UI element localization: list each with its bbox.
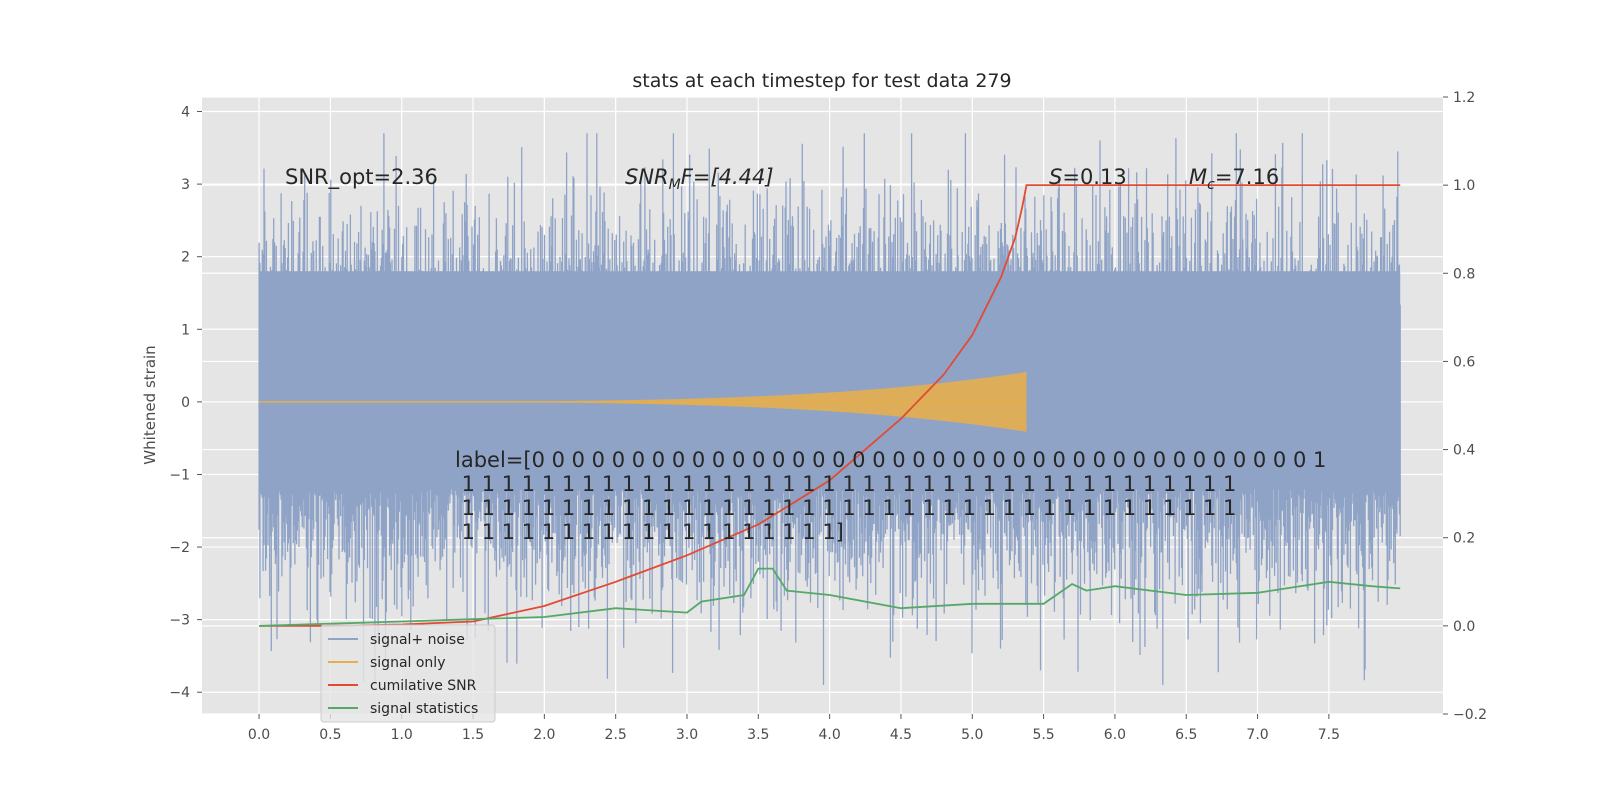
- legend: signal+ noise signal only cumilative SNR…: [320, 624, 496, 723]
- y-tick-label-right: −0.2: [1453, 707, 1487, 723]
- y-tick-label-left: 1: [181, 322, 190, 338]
- chart-title: stats at each timestep for test data 279: [632, 70, 1011, 92]
- y-tick-label-left: 4: [181, 105, 190, 121]
- x-tick-label: 5.0: [961, 727, 983, 743]
- x-tick-label: 1.0: [391, 727, 413, 743]
- x-tick-label: 3.0: [676, 727, 698, 743]
- x-tick-label: 5.5: [1032, 727, 1054, 743]
- x-tick-label: 6.5: [1175, 727, 1197, 743]
- x-tick-label: 4.5: [890, 727, 912, 743]
- y-axis-label: Whitened strain: [141, 345, 159, 464]
- signal-statistics-line: [259, 567, 1401, 627]
- annotations: SNR_opt=2.36 SNRMF=[4.44] S=0.13 Mc=7.16…: [285, 165, 1373, 544]
- x-tick-label: 7.5: [1318, 727, 1340, 743]
- annotation-label: label=[0 0 0 0 0 0 0 0 0 0 0 0 0 0 0 0 0…: [455, 448, 1373, 544]
- y-tick-label-left: −2: [169, 540, 190, 556]
- annotation-s: S=0.13: [1049, 165, 1127, 189]
- series-signal-noise: [258, 133, 1401, 685]
- legend-box: [320, 624, 496, 723]
- y-tick-label-left: 3: [181, 177, 190, 193]
- legend-label-signal-noise: signal+ noise: [370, 632, 465, 648]
- x-tick-label: 4.0: [818, 727, 840, 743]
- y-tick-label-right: 0.6: [1453, 354, 1475, 370]
- y-tick-label-left: −3: [169, 613, 190, 629]
- y-tick-label-left: −4: [169, 685, 190, 701]
- y-tick-label-right: 1.2: [1453, 90, 1475, 106]
- y-tick-label-right: 0.8: [1453, 266, 1475, 282]
- annotation-snr-opt: SNR_opt=2.36: [285, 165, 438, 190]
- y-axis-right: 1.2 1.0 0.8 0.6 0.4 0.2 0.0 −0.2: [1443, 90, 1487, 723]
- annotation-mc: Mc=7.16: [1189, 165, 1279, 193]
- y-tick-label-right: 0.4: [1453, 443, 1475, 459]
- legend-label-signal-only: signal only: [370, 655, 445, 671]
- x-tick-label: 3.5: [747, 727, 769, 743]
- y-tick-label-left: −1: [169, 467, 190, 483]
- legend-label-cumulative-snr: cumilative SNR: [370, 678, 477, 694]
- x-tick-label: 6.0: [1104, 727, 1126, 743]
- y-axis-left: 4 3 2 1 0 −1 −2 −3 −4: [169, 105, 202, 701]
- annotation-snr-mf: SNRMF=[4.44]: [625, 165, 774, 193]
- y-tick-label-right: 0.0: [1453, 619, 1475, 635]
- series-signal-only: [259, 372, 1027, 432]
- y-tick-label-right: 1.0: [1453, 178, 1475, 194]
- x-tick-label: 1.5: [462, 727, 484, 743]
- y-tick-label-left: 0: [181, 395, 190, 411]
- x-tick-label: 0.0: [248, 727, 270, 743]
- legend-label-signal-statistics: signal statistics: [370, 701, 478, 717]
- x-axis: 0.0 0.5 1.0 1.5 2.0 2.5 3.0 3.5 4.0 4.5 5.0 5.5 6.0 6…: [248, 714, 1340, 743]
- x-tick-label: 2.5: [605, 727, 627, 743]
- x-tick-label: 7.0: [1246, 727, 1268, 743]
- series-lines: [259, 184, 1401, 627]
- x-tick-label: 2.0: [533, 727, 555, 743]
- x-tick-label: 0.5: [319, 727, 341, 743]
- y-tick-label-left: 2: [181, 250, 190, 266]
- cumulative-snr-line: [259, 184, 1401, 627]
- y-tick-label-right: 0.2: [1453, 531, 1475, 547]
